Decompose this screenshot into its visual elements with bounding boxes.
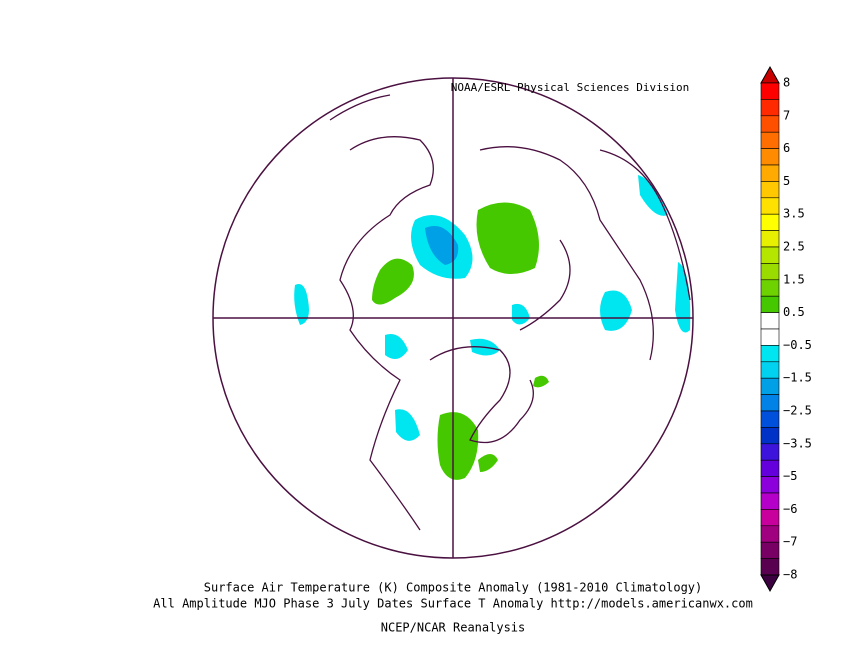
- warm-anomaly: [478, 454, 498, 472]
- colorbar-label: −7: [783, 535, 797, 549]
- colorbar-bottom: [760, 574, 780, 593]
- colorbar-label: 3.5: [783, 207, 805, 221]
- colorbar-segment: [760, 443, 780, 461]
- colorbar-label: −8: [783, 568, 797, 582]
- cold-anomaly: [395, 409, 420, 441]
- colorbar-segment: [760, 345, 780, 363]
- warm-anomaly: [476, 202, 539, 274]
- warm-anomaly: [533, 375, 549, 388]
- colorbar-label: 6: [783, 141, 790, 155]
- colorbar-segment: [760, 99, 780, 117]
- caption: Surface Air Temperature (K) Composite An…: [204, 581, 703, 595]
- colorbar-segment: [760, 377, 780, 395]
- anomaly-fields: [294, 94, 691, 531]
- cold-anomaly: [294, 284, 309, 325]
- colorbar-label: −1.5: [783, 371, 812, 385]
- colorbar-segment: [760, 115, 780, 133]
- colorbar-label: −0.5: [783, 338, 812, 352]
- colorbar-segment: [760, 263, 780, 281]
- colorbar-label: −3.5: [783, 436, 812, 450]
- colorbar-label: −5: [783, 469, 797, 483]
- colorbar-label: 2.5: [783, 240, 805, 254]
- colorbar-segment: [760, 328, 780, 346]
- colorbar-segment: [760, 541, 780, 559]
- colorbar-segment: [760, 246, 780, 264]
- colorbar-segment: [760, 82, 780, 100]
- colorbar-label: −2.5: [783, 404, 812, 418]
- colorbar-segment: [760, 558, 780, 576]
- colorbar-segment: [760, 230, 780, 248]
- colorbar-segment: [760, 312, 780, 330]
- colorbar-segment: [760, 509, 780, 527]
- colorbar-segment: [760, 148, 780, 166]
- colorbar-segment: [760, 164, 780, 182]
- colorbar-label: 8: [783, 76, 790, 90]
- colorbar-segment: [760, 394, 780, 412]
- colorbar-label: −6: [783, 502, 797, 516]
- colorbar-segment: [760, 410, 780, 428]
- colorbar-segment: [760, 476, 780, 494]
- colorbar-segment: [760, 525, 780, 543]
- colorbar-label: 5: [783, 174, 790, 188]
- colorbar-segment: [760, 197, 780, 215]
- caption: All Amplitude MJO Phase 3 July Dates Sur…: [153, 597, 753, 611]
- cold-anomaly-core: [425, 226, 459, 265]
- colorbar-segment: [760, 427, 780, 445]
- colorbar-segment: [760, 492, 780, 510]
- colorbar-segment: [760, 361, 780, 379]
- colorbar-segment: [760, 279, 780, 297]
- cold-anomaly: [638, 175, 668, 216]
- cold-anomaly: [600, 290, 632, 331]
- warm-anomaly: [372, 258, 414, 305]
- colorbar-segment: [760, 131, 780, 149]
- colorbar-segment: [760, 213, 780, 231]
- colorbar-segment: [760, 295, 780, 313]
- colorbar-label: 7: [783, 108, 790, 122]
- cold-anomaly: [512, 303, 530, 325]
- colorbar: 8 7 6 5 3.5 2.5 1.5 0.5 −0.5 −1.5 −2.5 −3.5 −5 −6 −7 −8: [760, 65, 812, 593]
- colorbar-label: 1.5: [783, 272, 805, 286]
- credit: NOAA/ESRL Physical Sciences Division: [451, 81, 689, 94]
- cold-anomaly: [385, 334, 408, 359]
- colorbar-top: [760, 65, 780, 84]
- coastline: [329, 94, 691, 531]
- colorbar-segment: [760, 459, 780, 477]
- colorbar-label: 0.5: [783, 305, 805, 319]
- caption: NCEP/NCAR Reanalysis: [381, 621, 526, 635]
- warm-anomaly: [437, 412, 479, 480]
- colorbar-segment: [760, 181, 780, 199]
